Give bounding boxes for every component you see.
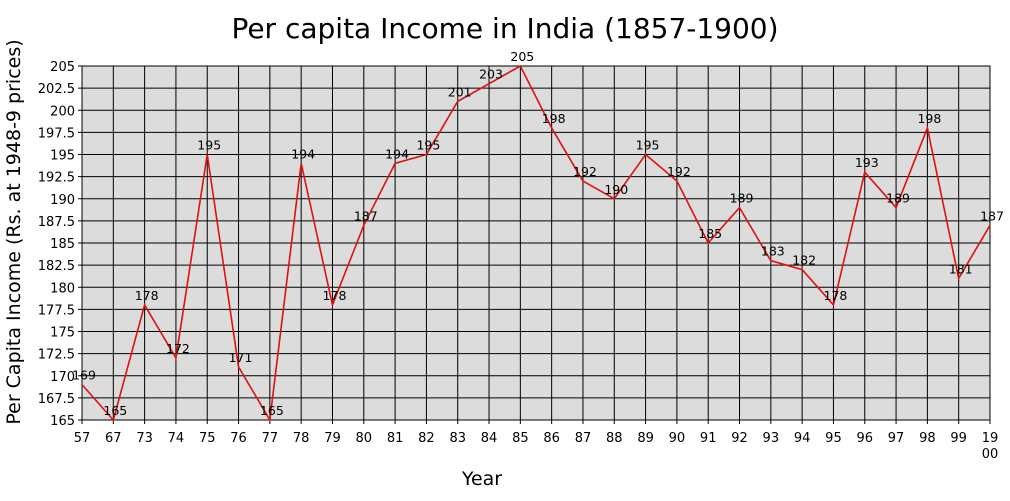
x-tick-label: 83 [449,431,466,446]
y-tick-label: 187.5 [38,215,75,230]
data-label: 187 [354,208,378,223]
x-tick-label: 80 [356,431,373,446]
x-tick-label: 90 [669,431,686,446]
y-tick-label: 185 [50,237,75,252]
x-tick-label: 98 [919,431,936,446]
data-label: 192 [667,164,691,179]
data-label: 192 [573,164,597,179]
x-tick-label: 97 [888,431,905,446]
x-tick-label: 94 [794,431,811,446]
data-label: 189 [886,191,910,206]
y-axis-title: Per Capita Income (Rs. at 1948-9 prices) [3,39,25,424]
data-label: 193 [855,155,879,170]
x-tick-label: 78 [293,431,310,446]
data-label: 198 [542,111,566,126]
x-tick-label: 89 [637,431,654,446]
x-tick-label: 96 [856,431,873,446]
y-tick-label: 195 [50,149,75,164]
x-tick-label: 19 00 [982,431,999,462]
x-tick-label: 87 [575,431,592,446]
y-tick-label: 197.5 [38,126,75,141]
x-tick-label: 67 [105,431,122,446]
data-label: 194 [385,146,409,161]
x-tick-label: 84 [481,431,498,446]
x-tick-label: 85 [512,431,529,446]
y-tick-label: 175 [50,326,75,341]
x-axis-ticks: 57 67 73 74 75 76 77 78 79 80 81 82 83 84 85 86 87 88 89 90… [74,431,999,462]
y-tick-label: 205 [50,60,75,75]
y-tick-label: 200 [50,104,75,119]
data-labels: 169 165 178 172 195 171 165 194 178 187 194 195 201 2… [72,49,1004,421]
y-tick-label: 177.5 [38,303,75,318]
y-tick-label: 170 [50,370,75,385]
data-label: 185 [698,226,722,241]
data-label: 194 [291,146,315,161]
y-tick-label: 190 [50,193,75,208]
data-label: 201 [448,84,472,99]
y-tick-label: 180 [50,281,75,296]
x-tick-label: 74 [168,431,185,446]
y-tick-label: 165 [50,414,75,429]
data-label: 195 [416,138,440,153]
y-tick-label: 182.5 [38,259,75,274]
data-label: 198 [917,111,941,126]
data-label: 181 [949,261,973,276]
data-label: 190 [604,182,628,197]
x-tick-label: 79 [324,431,341,446]
data-label: 205 [510,49,534,64]
x-tick-label: 99 [950,431,967,446]
x-tick-label: 86 [543,431,560,446]
chart-title: Per capita Income in India (1857-1900) [231,12,778,45]
x-tick-label: 73 [136,431,153,446]
x-tick-label: 93 [763,431,780,446]
x-tick-label: 92 [731,431,748,446]
y-tick-label: 192.5 [38,171,75,186]
x-tick-label: 76 [230,431,247,446]
data-label: 171 [229,350,253,365]
y-axis-ticks: 165 167.5 170 172.5 175 177.5 180 182.5 185 187.5… [38,60,75,429]
x-tick-label: 81 [387,431,404,446]
data-label: 169 [72,368,96,383]
x-tick-label: 82 [418,431,435,446]
y-tick-label: 167.5 [38,392,75,407]
data-label: 178 [135,288,159,303]
data-label: 178 [824,288,848,303]
data-label: 178 [323,288,347,303]
data-label: 182 [792,253,816,268]
data-label: 187 [980,208,1004,223]
series-line [81,64,991,423]
x-tick-label: 91 [700,431,717,446]
data-label: 183 [761,244,785,259]
data-label: 189 [730,191,754,206]
y-tick-label: 202.5 [38,82,75,97]
x-tick-label: 57 [74,431,91,446]
data-label: 165 [260,403,284,418]
x-tick-label: 75 [199,431,216,446]
x-tick-label: 88 [606,431,623,446]
data-label: 195 [636,138,660,153]
data-label: 203 [479,67,503,82]
data-label: 195 [197,138,221,153]
data-label: 172 [166,341,190,356]
data-label: 165 [103,403,127,418]
x-tick-label: 77 [262,431,279,446]
x-axis-title: Year [461,468,502,490]
y-tick-label: 172.5 [38,348,75,363]
x-tick-label: 95 [825,431,842,446]
